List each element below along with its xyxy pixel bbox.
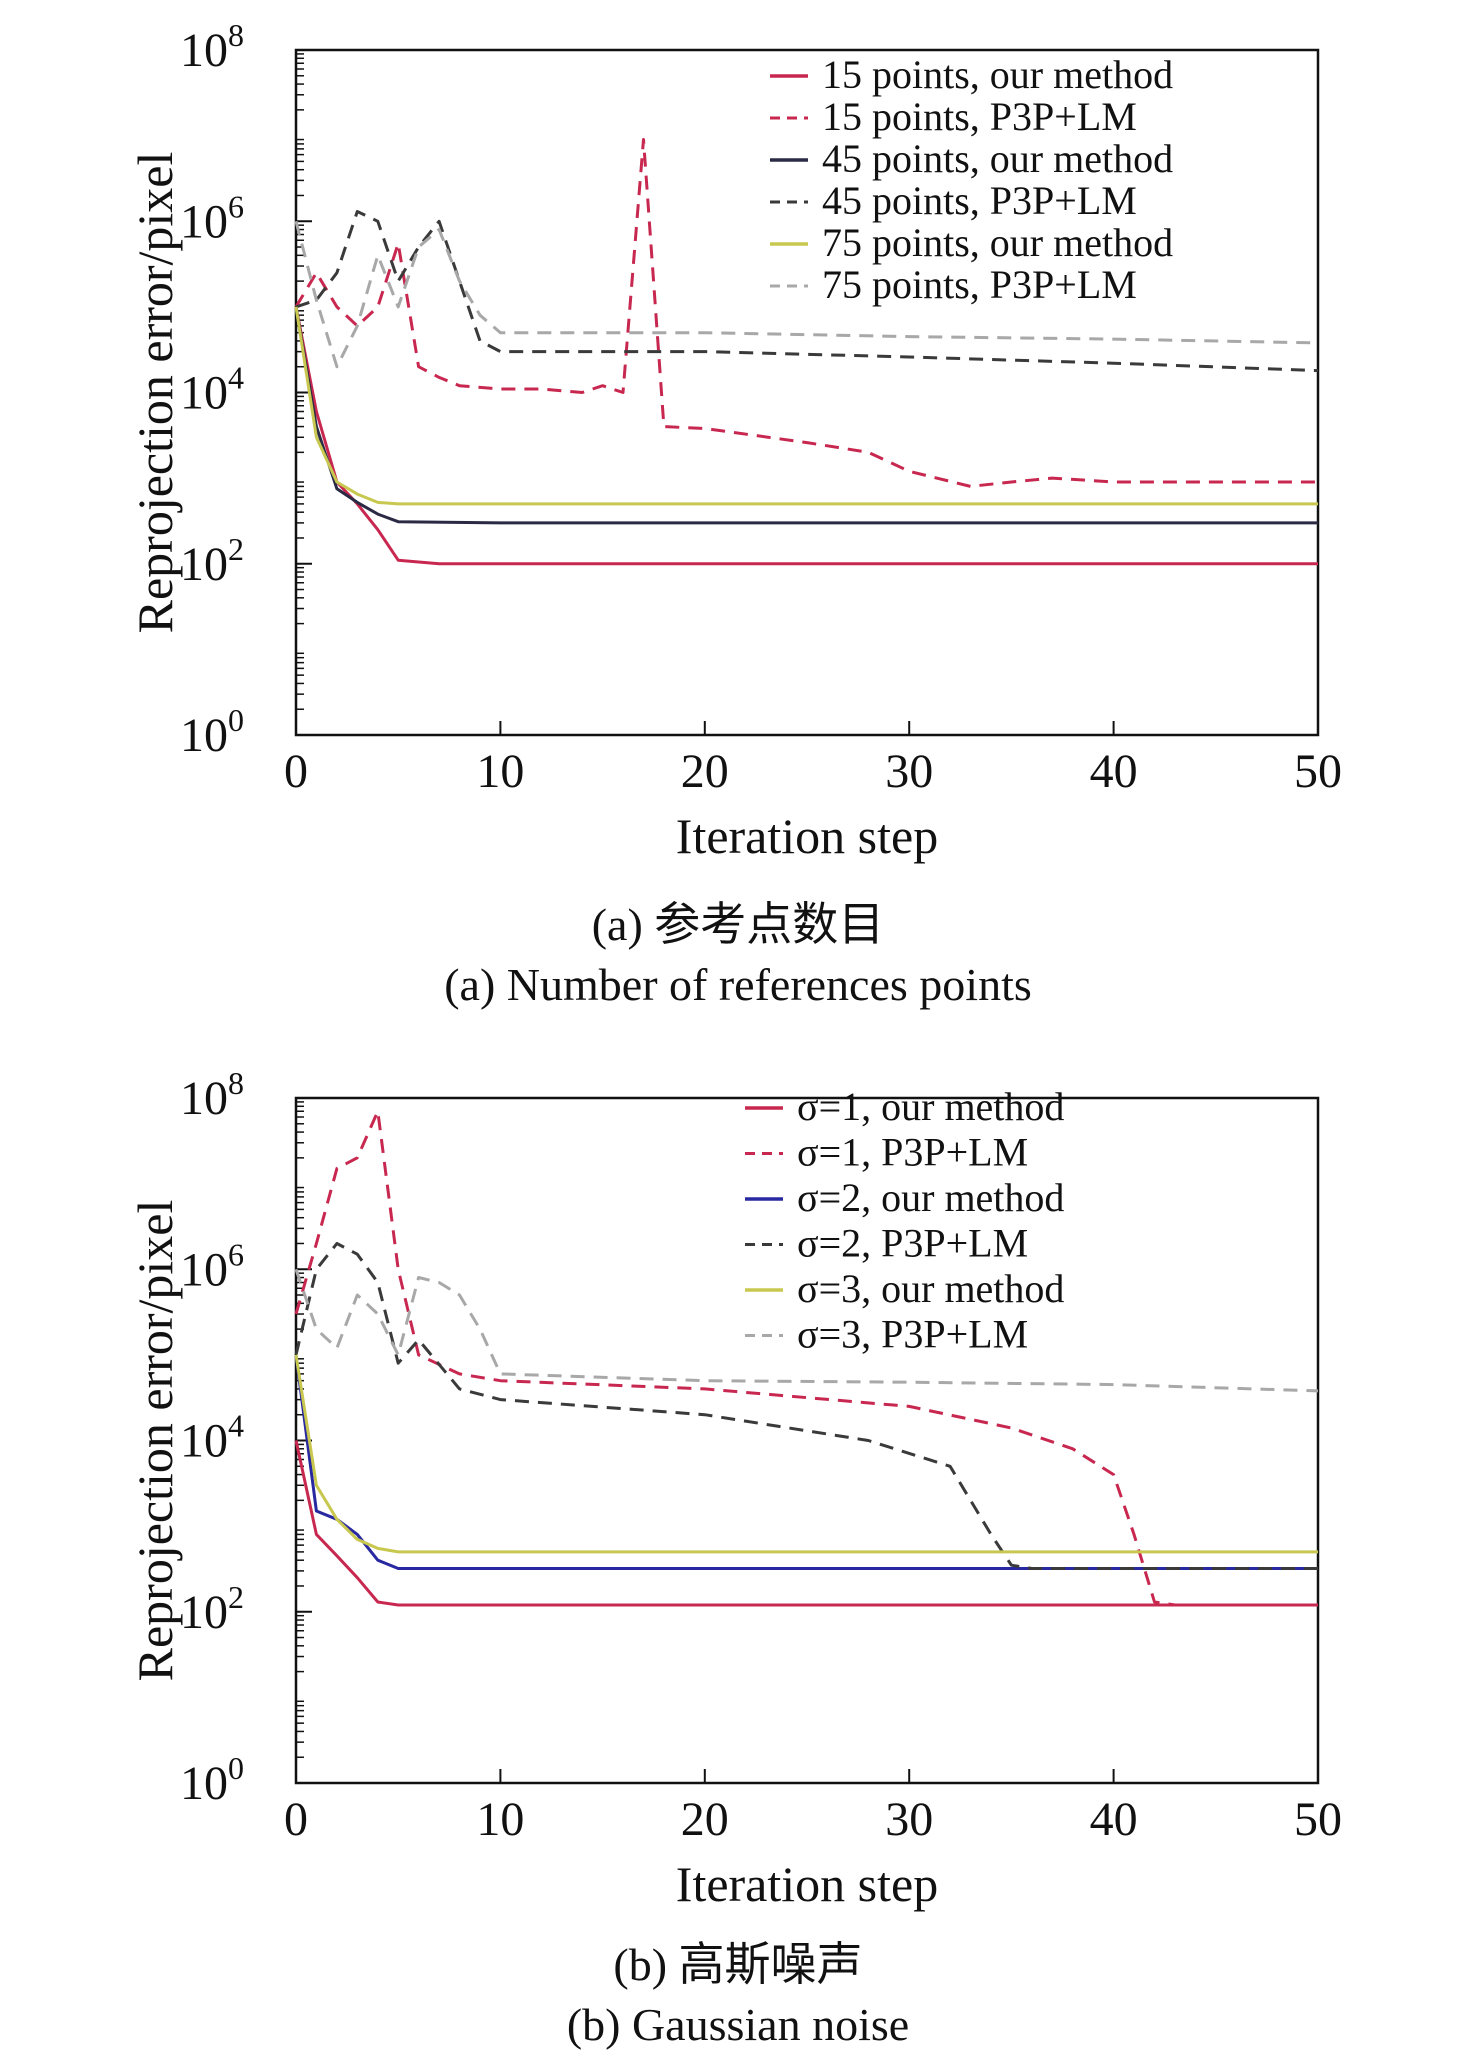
chart-b-y-axis-label: Reprojection error/pixel xyxy=(127,1200,183,1682)
chart-b-legend-label-2: σ=1, P3P+LM xyxy=(797,1130,1028,1175)
chart-b-x-tick-label: 50 xyxy=(1294,1793,1342,1846)
chart-b-legend-label-6: σ=3, P3P+LM xyxy=(797,1312,1028,1357)
chart-b-y-tick-label: 108 xyxy=(180,1065,244,1125)
chart-b-y-tick-label: 102 xyxy=(180,1579,244,1639)
chart-a-legend-label-3: 45 points, our method xyxy=(822,136,1173,181)
chart-a-legend-label-6: 75 points, P3P+LM xyxy=(822,262,1137,307)
chart-a-legend-label-5: 75 points, our method xyxy=(822,220,1173,265)
chart-a-x-tick-label: 30 xyxy=(885,745,933,798)
chart-b-legend-label-1: σ=1, our method xyxy=(797,1084,1064,1129)
chart-a-x-tick-label: 10 xyxy=(476,745,524,798)
chart-a-series-line-1 xyxy=(294,306,1318,566)
chart-a-x-axis-label: Iteration step xyxy=(676,808,938,864)
chart-a-series-line-4 xyxy=(295,210,1319,373)
chart-a-y-axis-label: Reprojection error/pixel xyxy=(127,152,183,634)
chart-a-x-tick-label: 20 xyxy=(681,745,729,798)
chart-a-legend-label-2: 15 points, P3P+LM xyxy=(822,94,1137,139)
chart-b-x-tick-label: 30 xyxy=(885,1793,933,1846)
chart-a-series-line-5 xyxy=(294,306,1318,506)
chart-a-y-tick-label: 108 xyxy=(180,17,244,77)
chart-a-y-tick-label: 100 xyxy=(180,702,244,762)
caption-cn-b: (b) 高斯噪声 xyxy=(613,1939,863,1990)
chart-a-svg: 0 10 20 30 40 50 100 102 104 106 108 Iteration step… xyxy=(127,17,1342,864)
chart-a-y-tick-label: 102 xyxy=(180,531,244,591)
chart-b-series-line-5 xyxy=(294,1354,1318,1554)
chart-b-series-line-6 xyxy=(294,1268,1319,1393)
chart-a-x-tick-label: 40 xyxy=(1090,745,1138,798)
chart-b-legend-label-4: σ=2, P3P+LM xyxy=(797,1221,1028,1266)
chart-b-y-tick-label: 100 xyxy=(180,1750,244,1810)
chart-b-y-tick-label: 104 xyxy=(180,1408,244,1468)
chart-a-legend-label-1: 15 points, our method xyxy=(822,52,1173,97)
chart-a-y-tick-label: 104 xyxy=(180,360,244,420)
chart-a-legend-label-4: 45 points, P3P+LM xyxy=(822,178,1137,223)
chart-b-svg: 0 10 20 30 40 50 100 102 104 106 108 Iteration step… xyxy=(127,1065,1342,1912)
chart-b-series-line-4 xyxy=(294,1242,1318,1570)
chart-a-series-line-6 xyxy=(294,220,1319,369)
chart-b-series-line-2 xyxy=(294,1109,1318,1607)
chart-a-series-line-3 xyxy=(294,306,1318,525)
chart-b-x-tick-label: 40 xyxy=(1090,1793,1138,1846)
chart-panel-a: 0 10 20 30 40 50 100 102 104 106 108 Iteration step… xyxy=(0,0,1476,1020)
chart-b-y-tick-label: 106 xyxy=(180,1236,244,1296)
chart-b-x-tick-label: 20 xyxy=(681,1793,729,1846)
chart-a-x-tick-label: 50 xyxy=(1294,745,1342,798)
caption-en-b: (b) Gaussian noise xyxy=(566,1999,910,2050)
chart-b-legend-label-3: σ=2, our method xyxy=(797,1175,1064,1220)
chart-a-x-tick-label: 0 xyxy=(284,745,308,798)
chart-b-series-line-1 xyxy=(294,1440,1318,1607)
chart-panel-b: 0 10 20 30 40 50 100 102 104 106 108 Iteration step… xyxy=(0,1048,1476,2065)
caption-en-a: (a) Number of references points xyxy=(444,959,1032,1010)
chart-a-series-line-2 xyxy=(294,138,1318,488)
chart-a-y-tick-label: 106 xyxy=(180,188,244,248)
chart-b-x-axis-label: Iteration step xyxy=(676,1856,938,1912)
chart-b-series-line-3 xyxy=(294,1354,1318,1570)
chart-b-x-tick-label: 0 xyxy=(284,1793,308,1846)
caption-cn-a: (a) 参考点数目 xyxy=(591,899,885,950)
chart-b-x-tick-label: 10 xyxy=(476,1793,524,1846)
chart-b-legend-label-5: σ=3, our method xyxy=(797,1266,1064,1311)
